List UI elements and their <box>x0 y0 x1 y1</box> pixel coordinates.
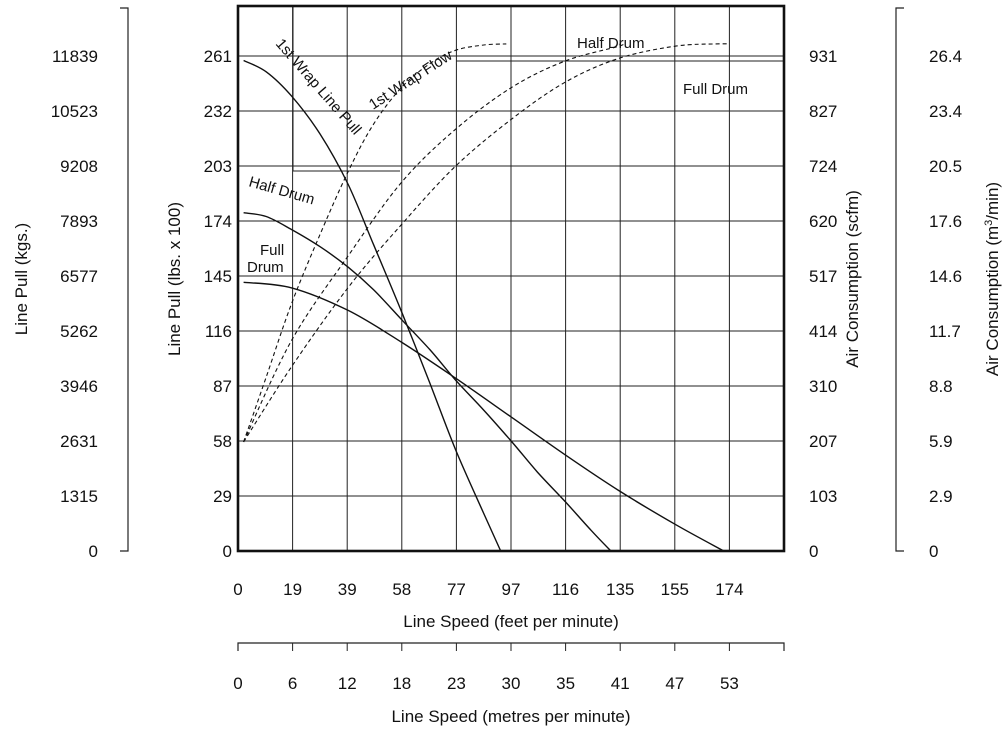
tick-label-scfm: 414 <box>809 322 837 341</box>
tick-label-mpm: 18 <box>392 674 411 693</box>
tick-label-kgs: 11839 <box>52 47 98 66</box>
tick-label-scfm: 724 <box>809 157 837 176</box>
axis-title-line-pull-lbs: Line Pull (lbs. x 100) <box>165 202 184 356</box>
outer-left-axis-line <box>120 7 129 552</box>
tick-label-m3-min: 23.4 <box>929 102 962 121</box>
tick-label-kgs: 2631 <box>60 432 98 451</box>
outer-right-axis-line <box>895 7 904 552</box>
tick-label-fpm: 39 <box>338 580 357 599</box>
label-half-drum-pull: Half Drum <box>247 174 317 209</box>
series-line-1st-wrap-flow-flow <box>243 43 507 443</box>
tick-label-kgs: 6577 <box>60 267 98 286</box>
tick-label-scfm: 310 <box>809 377 837 396</box>
tick-label-mpm: 35 <box>556 674 575 693</box>
tick-label-lbs: 87 <box>213 377 232 396</box>
tick-label-mpm: 0 <box>233 674 242 693</box>
tick-label-lbs: 0 <box>223 542 232 561</box>
plot-frame <box>236 4 786 553</box>
tick-label-lbs: 232 <box>204 102 232 121</box>
tick-label-lbs: 261 <box>204 47 232 66</box>
axis-title-line-speed-mpm: Line Speed (metres per minute) <box>391 707 630 726</box>
tick-label-mpm: 12 <box>338 674 357 693</box>
axis-title-air-consumption-m3: Air Consumption (m3/min) <box>983 182 1002 376</box>
label-full-drum-pull-line1: Full <box>260 242 284 259</box>
tick-label-lbs: 174 <box>204 212 232 231</box>
tick-label-mpm: 41 <box>611 674 630 693</box>
curve-annotations: 1st Wrap Line Pull 1st Wrap Flow Half Dr… <box>247 35 748 276</box>
tick-label-m3-min: 14.6 <box>929 267 962 286</box>
label-1st-wrap-flow: 1st Wrap Flow <box>366 47 456 113</box>
axis-title-line-pull-kgs: Line Pull (kgs.) <box>12 223 31 335</box>
tick-label-mpm: 47 <box>665 674 684 693</box>
tick-label-kgs: 7893 <box>60 212 98 231</box>
tick-label-scfm: 827 <box>809 102 837 121</box>
tick-label-fpm: 0 <box>233 580 242 599</box>
tick-label-scfm: 620 <box>809 212 837 231</box>
tick-label-scfm: 103 <box>809 487 837 506</box>
tick-label-fpm: 58 <box>392 580 411 599</box>
tick-label-kgs: 9208 <box>60 157 98 176</box>
series-line-full-drum-flow <box>243 43 730 443</box>
tick-label-fpm: 174 <box>715 580 743 599</box>
tick-label-lbs: 29 <box>213 487 232 506</box>
series-line-half-drum-flow <box>243 43 624 443</box>
tick-label-m3-min: 2.9 <box>929 487 953 506</box>
tick-label-mpm: 23 <box>447 674 466 693</box>
tick-label-fpm: 19 <box>283 580 302 599</box>
tick-label-m3-min: 8.8 <box>929 377 953 396</box>
tick-label-m3-min: 5.9 <box>929 432 953 451</box>
tick-label-kgs: 3946 <box>60 377 98 396</box>
tick-label-m3-min: 0 <box>929 542 938 561</box>
series-line-half-drum-pull <box>243 212 612 552</box>
tick-labels: 0 1315 2631 3946 5262 6577 7893 9208 10523 11839 0… <box>51 47 962 693</box>
tick-label-m3-min: 17.6 <box>929 212 962 231</box>
tick-label-fpm: 77 <box>447 580 466 599</box>
tick-label-fpm: 97 <box>502 580 521 599</box>
tick-label-scfm: 0 <box>809 542 818 561</box>
label-full-drum-flow: Full Drum <box>683 81 748 98</box>
tick-label-lbs: 145 <box>204 267 232 286</box>
tick-label-m3-min: 20.5 <box>929 157 962 176</box>
axis-title-air-consumption-scfm: Air Consumption (scfm) <box>843 190 862 368</box>
label-1st-wrap-line-pull: 1st Wrap Line Pull <box>272 35 365 138</box>
tick-label-fpm: 135 <box>606 580 634 599</box>
chart-curves <box>243 43 730 552</box>
tick-label-kgs: 0 <box>89 542 98 561</box>
tick-label-fpm: 116 <box>552 580 579 599</box>
tick-label-m3-min: 26.4 <box>929 47 962 66</box>
tick-label-kgs: 10523 <box>51 102 98 121</box>
tick-label-lbs: 58 <box>213 432 232 451</box>
chart-grid <box>238 6 784 551</box>
tick-label-m3-min: 11.7 <box>929 322 961 341</box>
axis-titles: Line Pull (kgs.) Line Pull (lbs. x 100) … <box>12 182 1002 726</box>
grid-inner-box <box>292 6 400 172</box>
tick-label-mpm: 53 <box>720 674 739 693</box>
label-half-drum-flow: Half Drum <box>577 35 645 52</box>
tick-label-lbs: 116 <box>205 322 232 341</box>
axis-title-line-speed-fpm: Line Speed (feet per minute) <box>403 612 618 631</box>
tick-label-kgs: 5262 <box>60 322 98 341</box>
tick-label-scfm: 207 <box>809 432 837 451</box>
tick-label-lbs: 203 <box>204 157 232 176</box>
tick-label-kgs: 1315 <box>60 487 98 506</box>
tick-label-mpm: 30 <box>502 674 521 693</box>
tick-label-scfm: 517 <box>809 267 837 286</box>
tick-label-mpm: 6 <box>288 674 297 693</box>
tick-label-scfm: 931 <box>809 47 837 66</box>
tick-label-fpm: 155 <box>661 580 689 599</box>
series-line-full-drum-pull <box>243 281 725 552</box>
label-full-drum-pull-line2: Drum <box>247 259 284 276</box>
series-line-1st-wrap-line-pull-pull <box>243 59 502 552</box>
